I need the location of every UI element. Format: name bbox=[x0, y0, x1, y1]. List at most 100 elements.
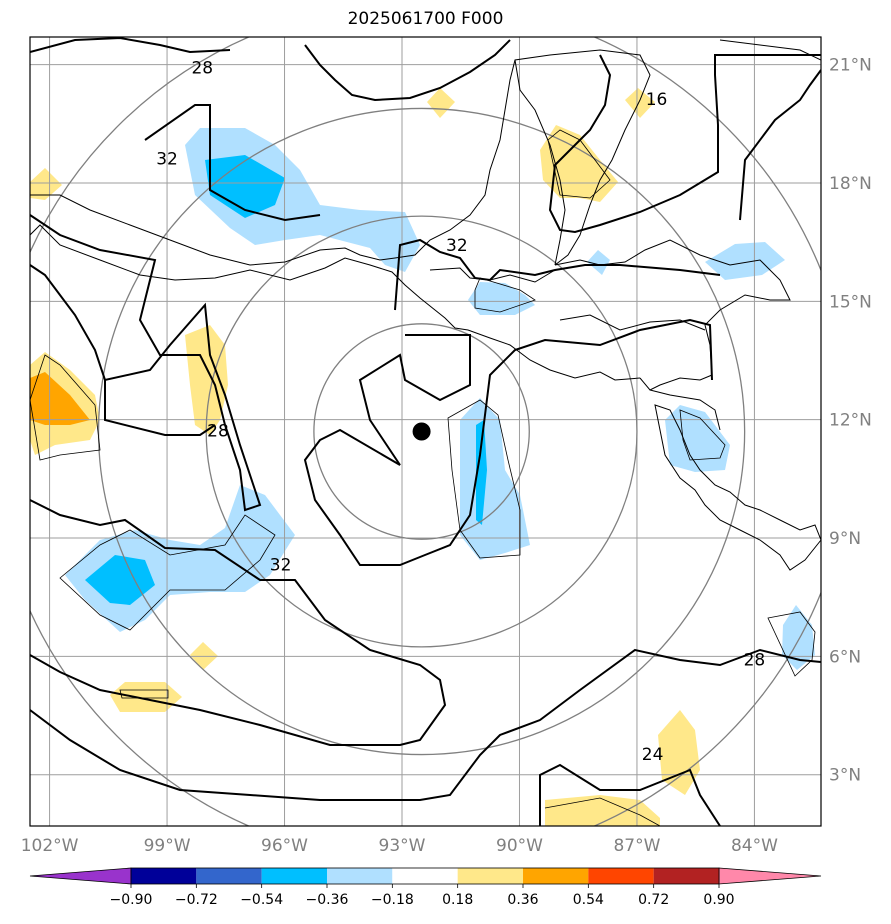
contour-east-arc bbox=[739, 69, 821, 221]
contour-24-south bbox=[539, 763, 721, 826]
colorbar-label-8: 0.72 bbox=[638, 892, 669, 908]
map-plot-area bbox=[30, 37, 821, 826]
contour-central-square bbox=[303, 318, 713, 566]
thin-contours bbox=[30, 129, 816, 826]
thin-contour-guatemala bbox=[474, 277, 536, 313]
blue-patch-southwest-core bbox=[85, 555, 155, 605]
contour-northwest-top bbox=[304, 39, 511, 102]
yellow-patch-south-center bbox=[545, 795, 660, 826]
shaded-regions bbox=[30, 88, 815, 826]
colorbar-segment-9 bbox=[653, 868, 719, 884]
latitude-labels: 21°N 18°N 15°N 12°N 9°N 6°N 3°N bbox=[829, 56, 872, 786]
thin-contour-central bbox=[447, 399, 521, 559]
contour-label-7: 24 bbox=[642, 745, 664, 765]
border-nicaragua bbox=[649, 389, 721, 431]
contour-32-central-loop bbox=[394, 238, 721, 311]
map-frame bbox=[29, 36, 822, 827]
cuba-outline bbox=[719, 39, 821, 61]
colorbar-over-extension bbox=[718, 867, 822, 885]
thin-contour-south-east bbox=[544, 797, 661, 826]
yellow-patch-south-west bbox=[110, 682, 182, 712]
longitude-labels: 102°W 99°W 96°W 93°W 90°W 87°W 84°W bbox=[21, 836, 778, 856]
colorbar-segment-4 bbox=[327, 868, 393, 884]
colorbar-frame bbox=[130, 867, 720, 885]
thin-contour-yucatan bbox=[547, 129, 611, 199]
lat-label-6: 3°N bbox=[829, 766, 861, 786]
colorbar-segment-8 bbox=[588, 868, 654, 884]
contour-28-north bbox=[30, 37, 231, 54]
mexico-gulf-coast bbox=[30, 49, 651, 266]
colorbar-label-0: −0.90 bbox=[110, 892, 153, 908]
contour-east-north bbox=[548, 54, 821, 234]
map-title: 2025061700 F000 bbox=[347, 9, 504, 29]
contour-label-1: 16 bbox=[646, 90, 668, 110]
colorbar-label-6: 0.36 bbox=[507, 892, 538, 908]
blue-patch-central-core bbox=[476, 420, 487, 525]
contour-32-northwest bbox=[144, 104, 321, 222]
lat-label-1: 18°N bbox=[829, 174, 872, 194]
peninsula-outline bbox=[514, 59, 566, 266]
central-america-north bbox=[554, 239, 791, 391]
storm-center-marker bbox=[412, 422, 431, 441]
yellow-patch-gulf-small bbox=[427, 88, 455, 118]
colorbar-label-4: −0.18 bbox=[371, 892, 414, 908]
colorbar: −0.90 −0.72 −0.54 −0.36 −0.18 0.18 0.36 0.54 0.7… bbox=[29, 867, 822, 908]
yellow-patch-south-east bbox=[658, 710, 700, 795]
lat-label-2: 15°N bbox=[829, 292, 872, 312]
lat-label-5: 6°N bbox=[829, 647, 861, 667]
yellow-patch-caribbean-small bbox=[625, 88, 655, 118]
central-america-south bbox=[654, 404, 821, 571]
colorbar-label-2: −0.54 bbox=[240, 892, 283, 908]
range-ring-0 bbox=[313, 323, 530, 540]
lon-label-3: 93°W bbox=[379, 836, 426, 856]
blue-patch-guatemala bbox=[468, 282, 535, 315]
thin-contour-panama bbox=[767, 611, 816, 677]
lon-label-1: 99°W bbox=[144, 836, 191, 856]
lat-label-3: 12°N bbox=[829, 411, 872, 431]
lat-label-0: 21°N bbox=[829, 56, 872, 76]
colorbar-label-3: −0.36 bbox=[306, 892, 349, 908]
colorbar-segment-3 bbox=[261, 868, 327, 884]
blue-patch-nicaragua bbox=[665, 405, 730, 472]
contour-west-loop bbox=[30, 214, 262, 512]
lon-label-0: 102°W bbox=[21, 836, 79, 856]
colorbar-segment-6 bbox=[457, 868, 523, 884]
coastlines bbox=[30, 39, 821, 571]
blue-patch-belize bbox=[587, 250, 610, 275]
contour-labels: 28 16 32 32 28 32 28 24 bbox=[156, 59, 765, 765]
contour-label-4: 28 bbox=[207, 422, 229, 442]
colorbar-segment-5 bbox=[392, 868, 458, 884]
contour-label-2: 32 bbox=[156, 149, 178, 169]
colorbar-segment-7 bbox=[523, 868, 589, 884]
thin-contour-south-box bbox=[119, 689, 169, 699]
orange-patch-west-edge bbox=[30, 372, 90, 425]
colorbar-segment-2 bbox=[196, 868, 262, 884]
colorbar-label-9: 0.90 bbox=[703, 892, 734, 908]
range-ring-2 bbox=[97, 107, 746, 756]
thin-contour-southwest bbox=[59, 514, 276, 631]
lat-label-4: 9°N bbox=[829, 529, 861, 549]
contour-32-south bbox=[30, 499, 447, 746]
contour-label-3: 32 bbox=[446, 236, 468, 256]
yellow-patch-west-top bbox=[30, 168, 62, 200]
thin-contour-west-edge bbox=[30, 354, 101, 461]
lon-label-6: 84°W bbox=[731, 836, 778, 856]
lon-label-5: 87°W bbox=[613, 836, 660, 856]
contour-label-6: 28 bbox=[744, 650, 766, 670]
contour-lines bbox=[30, 37, 821, 826]
blue-patch-west-gulf-core bbox=[205, 155, 285, 218]
contour-label-5: 32 bbox=[270, 556, 292, 576]
graticule bbox=[30, 37, 821, 826]
contour-label-0: 28 bbox=[191, 59, 213, 79]
yellow-patch-mid-west bbox=[185, 325, 228, 435]
colorbar-label-7: 0.54 bbox=[573, 892, 604, 908]
lon-label-2: 96°W bbox=[261, 836, 308, 856]
colorbar-under-extension bbox=[29, 867, 132, 885]
contour-west-mid bbox=[104, 380, 216, 436]
colorbar-label-1: −0.72 bbox=[175, 892, 218, 908]
colorbar-segment-1 bbox=[131, 868, 197, 884]
border-honduras bbox=[559, 314, 706, 331]
mexico-pacific-coast bbox=[30, 224, 641, 381]
contour-28-south-east bbox=[30, 648, 821, 801]
